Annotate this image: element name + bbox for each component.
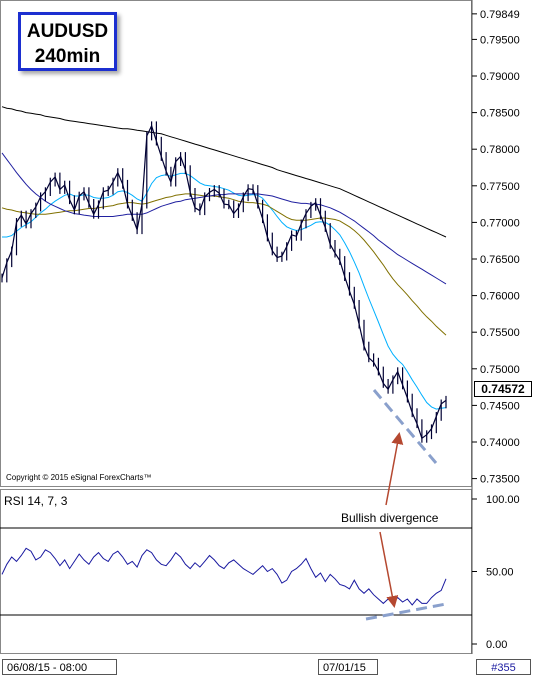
last-price-label: 0.74572: [474, 381, 532, 397]
date-label-mid: 07/01/15: [318, 659, 378, 675]
price-tick-label: 0.78500: [480, 108, 520, 120]
price-tick-label: 0.79849: [480, 9, 520, 21]
bar-count: #355: [476, 659, 531, 675]
rsi-tick-label: 50.00: [486, 567, 514, 579]
copyright-note: Copyright © 2015 eSignal ForexCharts™: [6, 473, 152, 482]
chart-timeframe: 240min: [34, 46, 101, 67]
rsi-series-group: [1, 547, 447, 606]
bullish-divergence-label: Bullish divergence: [341, 511, 439, 525]
price-tick-label: 0.76000: [480, 291, 520, 303]
rsi-line: [1, 547, 447, 606]
rsi-tick-label: 100.00: [486, 494, 520, 506]
rsi-title: RSI 14, 7, 3: [4, 494, 68, 508]
price-tick-label: 0.74000: [480, 437, 520, 449]
chart-symbol: AUDUSD: [26, 21, 109, 42]
chart-title-box: AUDUSD 240min: [18, 12, 117, 71]
rsi-axis: 100.00 50.00 0.00: [472, 494, 520, 651]
price-tick-label: 0.78000: [480, 144, 520, 156]
price-tick-label: 0.77000: [480, 217, 520, 229]
date-label-start: 06/08/15 - 08:00: [2, 659, 117, 675]
annotation-arrow-up: [385, 432, 404, 506]
price-tick-label: 0.75000: [480, 364, 520, 376]
annotation-arrow-down: [379, 531, 399, 608]
rsi-panel: [0, 489, 472, 654]
price-panel: [0, 0, 472, 487]
price-tick-label: 0.75500: [480, 327, 520, 339]
price-tick-label: 0.76500: [480, 254, 520, 266]
rsi-tick-label: 0.00: [486, 639, 507, 651]
price-tick-label: 0.77500: [480, 181, 520, 193]
price-tick-label: 0.79500: [480, 34, 520, 46]
price-axis: 0.79849 0.79500 0.79000 0.78500 0.78000 0.775…: [472, 9, 520, 486]
price-line: [1, 124, 447, 440]
price-tick-label: 0.74500: [480, 400, 520, 412]
price-series-group: [1, 106, 447, 443]
rsi-divergence-line: [365, 602, 447, 621]
price-tick-label: 0.73500: [480, 474, 520, 486]
price-tick-label: 0.79000: [480, 71, 520, 83]
ema-long-line: [1, 106, 447, 238]
